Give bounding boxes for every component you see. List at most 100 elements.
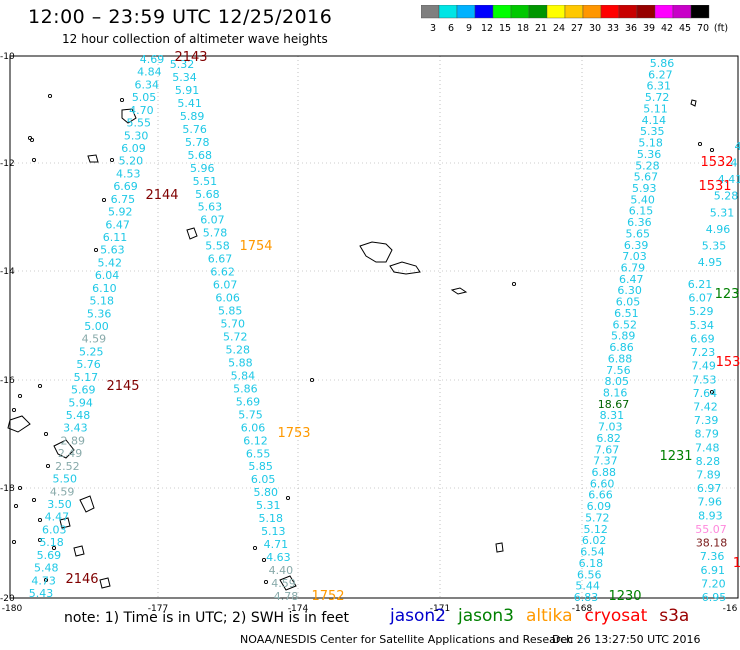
wave-height-value: 5.78: [185, 136, 210, 149]
wave-height-value: 6.88: [592, 466, 617, 479]
wave-height-value: 5.75: [238, 408, 263, 421]
lat-tick-label: -20: [0, 594, 15, 604]
wave-height-value: 5.48: [66, 409, 91, 422]
island-outline: [79, 495, 95, 513]
pass-time-label: 2144: [145, 188, 178, 203]
wave-height-value: 5.34: [172, 71, 197, 84]
colorbar-label: 27: [571, 23, 583, 34]
wave-height-value: 5.78: [203, 227, 228, 240]
wave-height-value: 6.54: [580, 546, 605, 559]
wave-height-value: 7.03: [598, 421, 623, 434]
islet-marker: [37, 537, 43, 543]
wave-height-value: 5.92: [108, 206, 133, 219]
wave-height-value: 5.72: [645, 91, 670, 104]
islet-marker: [285, 495, 291, 501]
island-outline: [59, 517, 71, 529]
colorbar-label: 6: [448, 23, 454, 34]
wave-height-value: 6.04: [95, 269, 120, 282]
wave-height-value: 5.96: [190, 162, 215, 175]
wave-height-value: 5.36: [87, 307, 112, 320]
wave-height-value: 4.70: [129, 104, 154, 117]
wave-height-value: 5.28: [226, 343, 251, 356]
wave-height-value: 5.40: [630, 193, 655, 206]
pass-time-label: 1531: [698, 179, 731, 194]
wave-height-value: 7.56: [606, 364, 631, 377]
wave-height-value: 5.17: [74, 371, 99, 384]
pass-time-label: 1230: [608, 589, 641, 604]
wave-height-value: 5.67: [634, 171, 659, 184]
colorbar-label: 12: [481, 23, 493, 34]
wave-height-value: 8.05: [604, 375, 629, 388]
wave-height-value: 6.79: [621, 262, 646, 275]
wave-height-value: 6.06: [241, 421, 266, 434]
lon-tick-label: -180: [2, 604, 23, 614]
wave-height-value: 5.29: [689, 305, 714, 318]
island-outline: [87, 154, 99, 163]
wave-height-value: 5.25: [79, 345, 104, 358]
wave-height-value: 8.79: [694, 428, 719, 441]
island-outline: [359, 241, 393, 263]
wave-height-value: 5.89: [180, 110, 205, 123]
pass-time-label: 1752: [311, 589, 344, 604]
wave-height-value: 4.69: [140, 53, 165, 66]
islet-marker: [51, 545, 57, 551]
wave-height-value: 6.02: [582, 534, 607, 547]
lat-tick-label: -10: [0, 52, 15, 62]
wave-height-value: 5.18: [39, 536, 64, 549]
wave-height-value: 5.85: [248, 460, 273, 473]
wave-height-value: 8.31: [600, 409, 625, 422]
islet-marker: [43, 577, 49, 583]
colorbar-label: 42: [661, 23, 673, 34]
wave-height-value: 7.89: [696, 469, 721, 482]
wave-height-value: 7.67: [595, 443, 620, 456]
islet-marker: [101, 197, 107, 203]
colorbar-label: 15: [499, 23, 511, 34]
legend-item-jason2: jason2: [390, 606, 446, 626]
wave-height-value: 6.07: [200, 214, 225, 227]
wave-height-value: 4.40: [269, 564, 294, 577]
wave-height-value: 6.11: [103, 231, 128, 244]
wave-height-value: 6.07: [688, 292, 713, 305]
wave-height-value: 5.69: [236, 395, 261, 408]
island-outline: [7, 415, 31, 433]
legend-item-altika: altika: [526, 606, 573, 626]
wave-height-value: 5.30: [124, 129, 149, 142]
wave-height-value: 6.21: [688, 278, 713, 291]
lat-tick-label: -18: [0, 484, 15, 494]
page-subtitle: 12 hour collection of altimeter wave hei…: [62, 32, 328, 46]
wave-height-value: 55.07: [695, 523, 727, 536]
wave-height-value: 6.67: [208, 253, 233, 266]
lon-tick-label: -174: [288, 604, 309, 614]
wave-height-value: 6.06: [215, 292, 240, 305]
lat-tick-label: -12: [0, 159, 15, 169]
wave-height-value: 5.48: [34, 562, 59, 575]
lat-tick-label: -14: [0, 267, 15, 277]
wave-height-value: 5.72: [585, 511, 610, 524]
wave-height-value: 4.71: [264, 538, 289, 551]
wave-height-value: 7.03: [622, 250, 647, 263]
wave-height-value: 6.97: [697, 482, 722, 495]
wave-height-value: 6.47: [105, 218, 130, 231]
islet-marker: [511, 281, 517, 287]
pass-time-label: 153: [716, 355, 740, 370]
pass-time-label: 1532: [700, 155, 733, 170]
lat-tick-label: -16: [0, 376, 15, 386]
islet-marker: [119, 97, 125, 103]
wave-height-value: 5.70: [220, 318, 245, 331]
wave-height-value: 6.66: [588, 489, 613, 502]
islet-marker: [31, 497, 37, 503]
wave-height-value: 6.09: [587, 500, 612, 513]
wave-height-value: 5.63: [100, 244, 125, 257]
wave-height-value: 5.00: [84, 320, 109, 333]
wave-height-value: 5.41: [177, 97, 202, 110]
footnote: note: 1) Time is in UTC; 2) SWH is in fe…: [64, 610, 350, 626]
colorbar-swatch: [690, 5, 710, 19]
wave-height-value: 6.15: [629, 205, 654, 218]
wave-height-value: 18.67: [598, 398, 630, 411]
generation-timestamp: Dec 26 13:27:50 UTC 2016: [552, 633, 701, 646]
wave-height-value: 5.18: [90, 295, 115, 308]
wave-height-value: 6.83: [574, 591, 599, 604]
wave-height-value: 5.44: [575, 580, 600, 593]
wave-height-value: 6.03: [42, 523, 67, 536]
legend-item-cryosat: cryosat: [584, 606, 648, 626]
